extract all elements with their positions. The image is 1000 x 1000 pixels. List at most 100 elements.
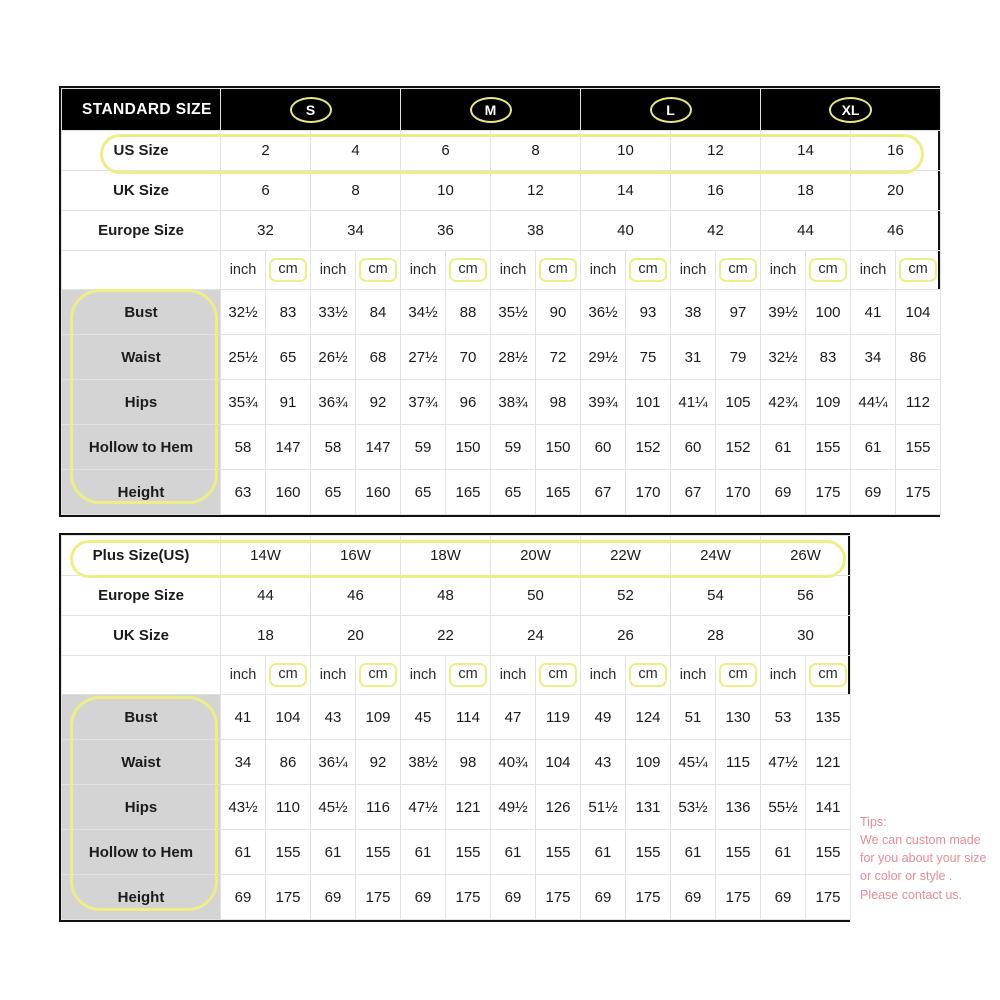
cell: 10 <box>580 130 671 171</box>
cell: 63 <box>220 469 266 515</box>
unit-cm-cell: cm <box>715 655 761 695</box>
cell: 155 <box>535 829 581 875</box>
cell: 175 <box>355 874 401 920</box>
cell: 109 <box>625 739 671 785</box>
cell: 175 <box>535 874 581 920</box>
cell: 12 <box>670 130 761 171</box>
cell: 54 <box>670 575 761 616</box>
size-pill-cell-s: S <box>220 88 401 131</box>
cell: 34½ <box>400 289 446 335</box>
cell: 135 <box>805 694 851 740</box>
standard-size-table: STANDARD SIZE S M L XL US Size 2 4 <box>59 86 942 517</box>
cell: 61 <box>400 829 446 875</box>
cell: 152 <box>715 424 761 470</box>
table-row: Hollow to Hem 61 155 61 155 61 155 61 15… <box>61 829 851 875</box>
cell: 59 <box>490 424 536 470</box>
cell: 38¾ <box>490 379 536 425</box>
unit-cm: cm <box>539 258 577 282</box>
cell: 43 <box>310 694 356 740</box>
cell: 69 <box>850 469 896 515</box>
unit-cm-cell: cm <box>265 250 311 290</box>
size-pill-cell-l: L <box>580 88 761 131</box>
row-label-hollow-to-hem: Hollow to Hem <box>61 424 221 470</box>
cell: 110 <box>265 784 311 830</box>
table-row: UK Size 6 8 10 12 14 16 18 20 <box>61 170 942 211</box>
cell: 34 <box>850 334 896 380</box>
unit-cm-cell: cm <box>535 250 581 290</box>
cell: 147 <box>355 424 401 470</box>
cell: 26½ <box>310 334 356 380</box>
cell: 47½ <box>760 739 806 785</box>
unit-cm-cell: cm <box>355 655 401 695</box>
unit-cm: cm <box>359 663 397 687</box>
table-row: Europe Size 32 34 36 38 40 42 44 46 <box>61 210 942 251</box>
cell: 83 <box>805 334 851 380</box>
unit-row-label <box>61 655 221 695</box>
cell: 170 <box>715 469 761 515</box>
table-row: Height 63 160 65 160 65 165 65 165 67 17… <box>61 469 942 515</box>
cell: 79 <box>715 334 761 380</box>
cell: 61 <box>670 829 716 875</box>
cell: 115 <box>715 739 761 785</box>
unit-cm-cell: cm <box>625 655 671 695</box>
row-label-height: Height <box>61 874 221 920</box>
cell: 47 <box>490 694 536 740</box>
row-label-us-size: US Size <box>61 130 221 171</box>
cell: 38 <box>670 289 716 335</box>
unit-cm: cm <box>449 258 487 282</box>
cell: 175 <box>445 874 491 920</box>
cell: 43 <box>580 739 626 785</box>
table-row: Bust 32½ 83 33½ 84 34½ 88 35½ 90 36½ 93 … <box>61 289 942 335</box>
cell: 155 <box>355 829 401 875</box>
table-row: Bust 41 104 43 109 45 114 47 119 49 124 … <box>61 694 851 740</box>
unit-cm: cm <box>629 663 667 687</box>
cell: 16 <box>849 130 942 171</box>
cell: 12 <box>490 170 581 211</box>
cell: 92 <box>355 379 401 425</box>
cell: 88 <box>445 289 491 335</box>
unit-cm: cm <box>899 258 937 282</box>
cell: 155 <box>625 829 671 875</box>
cell: 93 <box>625 289 671 335</box>
cell: 33½ <box>310 289 356 335</box>
cell: 61 <box>220 829 266 875</box>
cell: 45½ <box>310 784 356 830</box>
unit-inch: inch <box>310 250 356 290</box>
cell: 141 <box>805 784 851 830</box>
cell: 8 <box>490 130 581 171</box>
cell: 104 <box>894 289 942 335</box>
cell: 175 <box>894 469 942 515</box>
cell: 31 <box>670 334 716 380</box>
unit-cm-cell: cm <box>805 655 851 695</box>
cell: 26W <box>760 535 851 576</box>
table-row: US Size 2 4 6 8 10 12 14 16 <box>61 130 942 171</box>
cell: 69 <box>490 874 536 920</box>
unit-inch: inch <box>490 250 536 290</box>
cell: 28½ <box>490 334 536 380</box>
cell: 112 <box>894 379 942 425</box>
cell: 67 <box>670 469 716 515</box>
unit-cm-cell: cm <box>715 250 761 290</box>
cell: 105 <box>715 379 761 425</box>
cell: 8 <box>310 170 401 211</box>
row-label-height: Height <box>61 469 221 515</box>
cell: 155 <box>805 829 851 875</box>
unit-inch: inch <box>310 655 356 695</box>
cell: 170 <box>625 469 671 515</box>
tips-heading: Tips: <box>860 815 887 829</box>
cell: 86 <box>894 334 942 380</box>
cell: 65 <box>400 469 446 515</box>
cell: 4 <box>310 130 401 171</box>
cell: 43½ <box>220 784 266 830</box>
cell: 160 <box>355 469 401 515</box>
cell: 155 <box>445 829 491 875</box>
table-row: Plus Size(US) 14W 16W 18W 20W 22W 24W 26… <box>61 535 851 576</box>
table-row: Hollow to Hem 58 147 58 147 59 150 59 15… <box>61 424 942 470</box>
cell: 36¾ <box>310 379 356 425</box>
cell: 18 <box>220 615 311 656</box>
cell: 90 <box>535 289 581 335</box>
plus-size-table: Plus Size(US) 14W 16W 18W 20W 22W 24W 26… <box>59 533 851 922</box>
unit-row: inch cm inch cm inch cm inch cm inch cm … <box>61 655 851 695</box>
unit-cm-cell: cm <box>265 655 311 695</box>
unit-inch: inch <box>400 655 446 695</box>
